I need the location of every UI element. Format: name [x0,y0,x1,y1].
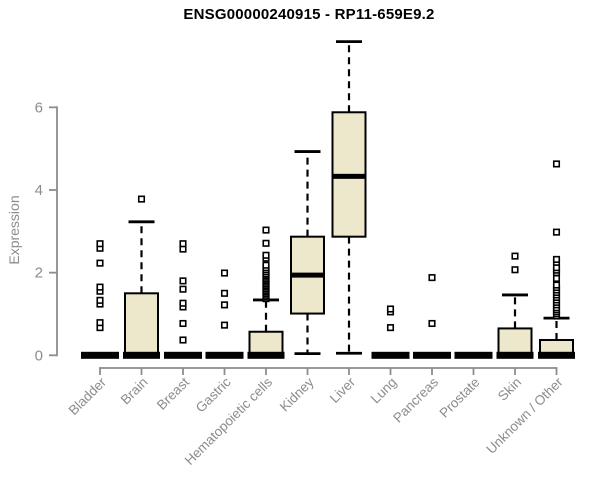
boxplot-unknown-other [538,160,575,359]
x-category-label-brain: Brain [118,375,151,408]
outlier-point [137,195,146,203]
outlier-point [220,289,229,297]
y-tick-label: 0 [35,347,43,364]
outlier-point [96,283,104,291]
x-category-label-skin: Skin [495,375,524,404]
y-tick-label: 2 [35,265,43,282]
x-category-label-liver: Liver [327,374,359,406]
median-line [538,351,575,359]
outlier-point [552,160,561,168]
outlier-point [262,251,270,259]
outlier-point [179,319,187,328]
x-category-label-unknown-other: Unknown / Other [483,374,566,457]
x-category-label-pancreas: Pancreas [390,374,441,425]
outlier-point [179,285,187,293]
median-line [123,351,160,359]
outlier-point [262,226,270,234]
outlier-point [552,274,561,282]
x-category-label-breast: Breast [154,374,192,412]
median-line [333,173,365,179]
boxplot-breast [164,240,202,359]
collapsed-box [81,351,119,359]
outlier-point [552,228,561,236]
outlier-point [96,319,104,327]
outlier-point [262,239,270,247]
x-category-label-gastric: Gastric [193,374,234,415]
y-tick-label: 4 [35,182,43,199]
boxplot-lung [371,305,410,359]
chart-title: ENSG00000240915 - RP11-659E9.2 [183,6,435,23]
outlier-point [96,296,104,304]
collapsed-box [371,351,410,359]
outlier-point [511,266,519,274]
outlier-point [179,299,187,307]
box [248,330,284,357]
outlier-point [96,259,104,267]
median-line [496,351,534,359]
outlier-point [511,252,519,260]
outlier-point [220,321,229,329]
outlier-point [262,261,270,269]
box [497,327,533,357]
collapsed-box [205,351,244,359]
outlier-point [220,269,229,277]
boxplot-prostate [454,351,493,359]
boxplot-gastric [205,269,244,359]
x-category-label-bladder: Bladder [66,374,110,418]
outlier-point [96,240,104,248]
boxplot-kidney [290,150,325,356]
outlier-point [428,319,436,328]
outlier-point [552,281,561,289]
outlier-point [386,305,395,313]
outlier-point [428,274,436,282]
outlier-point [179,240,187,248]
y-tick-label: 6 [35,99,43,116]
boxplot-pancreas [413,274,451,359]
collapsed-box [164,351,202,359]
outlier-point [220,301,229,309]
x-category-label-prostate: Prostate [436,375,482,421]
boxplot-liver [331,40,367,355]
x-category-label-kidney: Kidney [277,374,317,414]
outlier-point [179,336,187,344]
x-category-label-lung: Lung [368,375,400,407]
boxplot-brain [123,195,160,359]
outlier-point [179,277,187,285]
collapsed-box [454,351,493,359]
boxplot-hematopoietic-cells [247,226,285,359]
boxplot-skin [496,252,534,359]
boxplot-bladder [81,240,119,359]
outlier-point [552,255,561,263]
box [124,292,159,357]
median-line [247,351,285,359]
outlier-point [386,324,395,332]
collapsed-box [413,351,451,359]
median-line [292,272,323,278]
